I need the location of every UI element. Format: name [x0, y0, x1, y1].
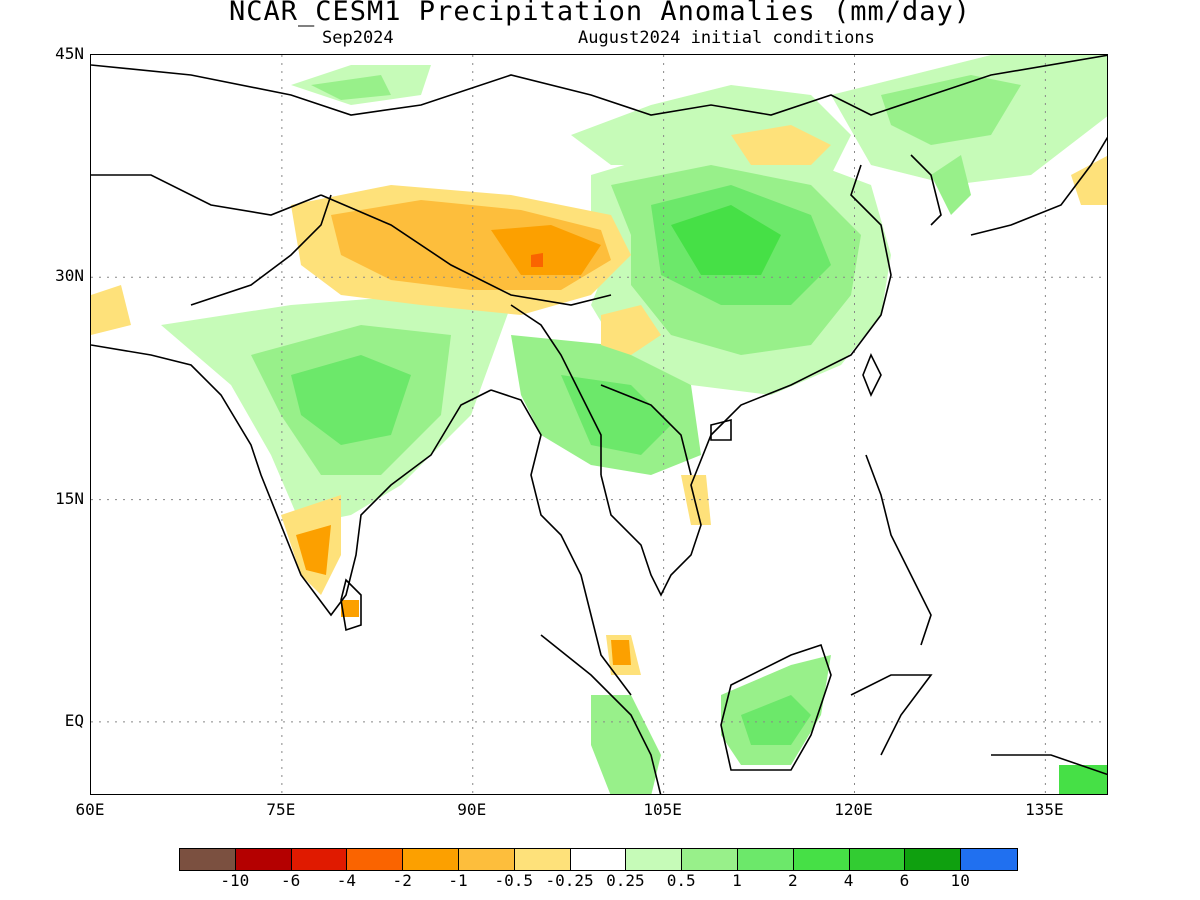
coastline-sumatra [540, 634, 662, 794]
colorbar-swatch [403, 849, 459, 870]
colorbar-tick-label: 6 [899, 871, 910, 890]
anomaly-malaya-core [611, 640, 631, 665]
colorbar [179, 848, 1018, 871]
map-canvas [91, 55, 1107, 794]
colorbar-swatch [514, 849, 571, 870]
colorbar-tick-label: -0.5 [494, 871, 534, 890]
anomaly-korea [931, 155, 971, 215]
coastline-taiwan [862, 353, 882, 397]
anomaly-sumatra [591, 695, 661, 794]
anomaly-indochina-core [561, 375, 671, 455]
anomaly-borneo-core [741, 695, 811, 745]
colorbar-swatch [626, 849, 683, 870]
colorbar-swatch [180, 849, 236, 870]
map-title: NCAR_CESM1 Precipitation Anomalies (mm/d… [229, 0, 971, 27]
coastline-bay-of-bengal [490, 389, 632, 696]
coastline-philippines [865, 454, 932, 646]
lon-label-60e: 60E [75, 800, 105, 819]
colorbar-tick-label: 2 [787, 871, 798, 890]
coastline-india [91, 344, 492, 617]
border-himalaya [320, 194, 612, 306]
colorbar-tick-label: 10 [950, 871, 970, 890]
anomaly-northwest [311, 75, 391, 100]
coastline-new-guinea [991, 754, 1107, 776]
colorbar-swatch [291, 849, 348, 870]
lon-label-90e: 90E [457, 800, 487, 819]
colorbar-swatch [905, 849, 962, 870]
colorbar-tick-label: -1 [448, 871, 468, 890]
anomaly-northeast-mid [881, 75, 1021, 145]
coastlines [91, 55, 1107, 794]
colorbar-swatch [682, 849, 738, 870]
colorbar-tick-label: 1 [732, 871, 742, 890]
colorbar-swatch [793, 849, 850, 870]
colorbar-tick-label: -6 [280, 871, 301, 890]
anomaly-new-guinea [1059, 765, 1107, 794]
colorbar-swatch [235, 849, 292, 870]
precipitation-map [90, 54, 1108, 795]
anomaly-arabian-coast [91, 285, 131, 335]
colorbar-tick-label: -4 [336, 871, 357, 890]
init-conditions-label: August2024 initial conditions [578, 28, 875, 48]
lat-label-15n: 15N [55, 488, 84, 508]
colorbar-swatch [347, 849, 404, 870]
anomaly-shading [91, 55, 1107, 794]
colorbar-swatch [849, 849, 906, 870]
lon-label-105e: 105E [643, 800, 682, 819]
coastline-korea [910, 154, 942, 226]
colorbar-tick-label: -0.25 [545, 871, 594, 890]
lon-label-120e: 120E [834, 800, 873, 819]
anomaly-sri-lanka [341, 600, 359, 617]
lon-label-135e: 135E [1025, 800, 1064, 819]
valid-month-label: Sep2024 [322, 28, 394, 48]
border-pakistan [190, 194, 332, 306]
anomaly-tibet-peak [531, 253, 543, 267]
colorbar-swatch [961, 849, 1017, 870]
anomaly-south-india-core [296, 525, 331, 575]
coastline-north-border [91, 55, 1107, 116]
coastline-hainan [710, 418, 732, 441]
colorbar-swatch [570, 849, 627, 870]
coastline-sulawesi [850, 674, 933, 756]
border-afghanistan [91, 174, 322, 216]
colorbar-tick-label: 4 [843, 871, 854, 890]
colorbar-tick-label: 0.5 [666, 871, 696, 890]
lat-label-45n: 45N [55, 44, 84, 63]
coastline-indochina [600, 164, 892, 597]
anomaly-tibet-core [491, 225, 601, 275]
anomaly-yellow-sea [731, 125, 831, 165]
lat-label-eq: EQ [64, 710, 84, 730]
anomaly-south-china-dry [601, 305, 661, 355]
anomaly-vietnam [681, 475, 711, 525]
coastline-sri-lanka [340, 578, 362, 632]
anomaly-india-core [291, 355, 411, 445]
colorbar-swatch [737, 849, 794, 870]
colorbar-tick-label: -10 [220, 871, 250, 890]
coastline-japan [970, 136, 1107, 236]
colorbar-tick-label: 0.25 [606, 871, 645, 890]
lon-label-75e: 75E [266, 800, 296, 819]
border-laos-vietnam [600, 384, 692, 476]
colorbar-swatch [458, 849, 515, 870]
lat-label-30n: 30N [55, 266, 84, 286]
border-myanmar [510, 304, 602, 475]
anomaly-japan-east [1071, 156, 1107, 205]
colorbar-tick-label: -2 [392, 871, 412, 890]
coastline-borneo [720, 643, 832, 771]
anomaly-central-china-peak [671, 205, 781, 275]
